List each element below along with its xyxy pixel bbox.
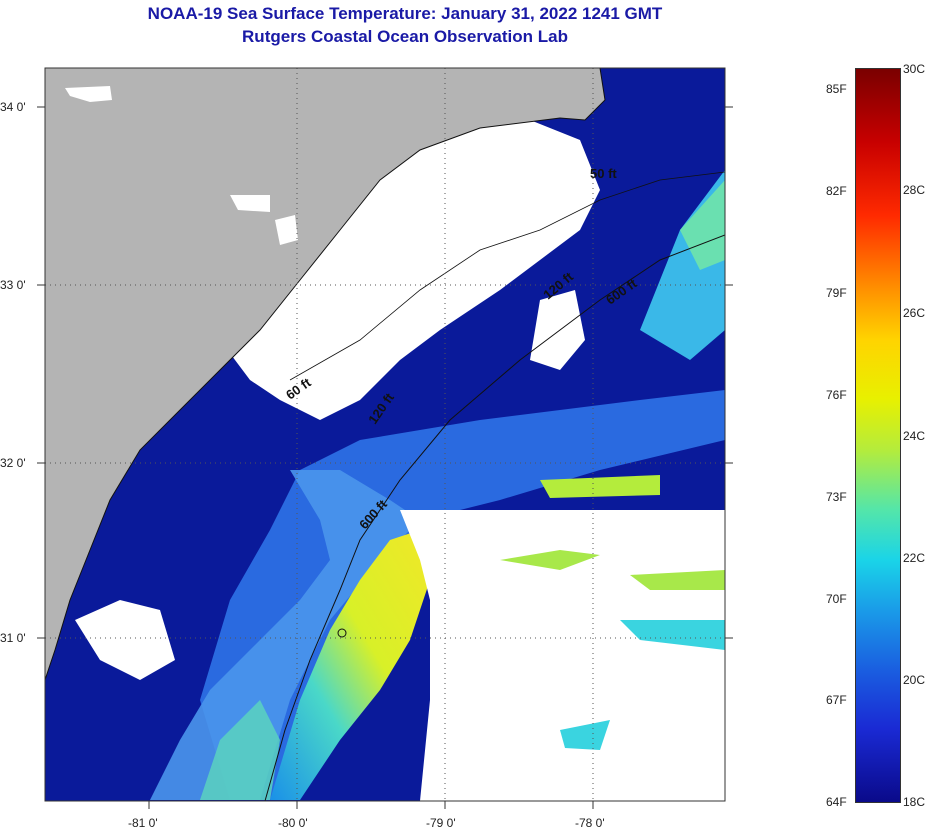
coastline xyxy=(45,68,606,681)
temperature-colorbar xyxy=(855,68,901,803)
lon-label: -79 0' xyxy=(426,816,456,830)
colorbar-f-label: 70F xyxy=(826,592,847,606)
lon-label: -78 0' xyxy=(575,816,605,830)
lon-label: -81 0' xyxy=(128,816,158,830)
cloud-mask-coast xyxy=(75,600,175,680)
colorbar-f-label: 82F xyxy=(826,184,847,198)
map-frame xyxy=(44,67,726,802)
map-title: NOAA-19 Sea Surface Temperature: January… xyxy=(147,4,663,23)
colorbar-f-label: 67F xyxy=(826,693,847,707)
inland-lake xyxy=(230,195,270,212)
lon-label: -80 0' xyxy=(278,816,308,830)
colorbar-c-label: 28C xyxy=(903,183,926,197)
lat-label: 32 0' xyxy=(0,456,26,470)
station-marker xyxy=(337,628,347,638)
land-area xyxy=(45,68,605,680)
lat-label: 31 0' xyxy=(0,631,26,645)
colorbar-f-label: 76F xyxy=(826,388,847,402)
warm-patch xyxy=(540,475,660,498)
isobath-120ft xyxy=(289,171,725,381)
colorbar-c-label: 20C xyxy=(903,673,926,687)
colorbar-c-label: 30C xyxy=(903,62,926,76)
graticule xyxy=(45,68,725,801)
colorbar-f-label: 85F xyxy=(826,82,847,96)
colorbar-c-label: 24C xyxy=(903,429,926,443)
cloud-patch xyxy=(530,290,585,370)
inland-lake xyxy=(275,215,298,245)
colorbar-c-label: 18C xyxy=(903,795,926,809)
warm-patch xyxy=(620,620,725,650)
lat-label: 33 0' xyxy=(0,278,26,292)
axis-ticks xyxy=(37,106,733,809)
gulf-stream-warm-region xyxy=(270,530,430,800)
shelf-water xyxy=(150,470,420,800)
colorbar-f-label: 73F xyxy=(826,490,847,504)
inland-lake xyxy=(65,86,112,102)
colorbar-f-label: 64F xyxy=(826,795,847,809)
colorbar-f-label: 79F xyxy=(826,286,847,300)
lat-label: 34 0' xyxy=(0,100,26,114)
warm-patch xyxy=(630,570,725,590)
isobath-600ft xyxy=(264,234,725,801)
map-subtitle: Rutgers Coastal Ocean Observation Lab xyxy=(242,27,568,46)
colorbar-c-label: 22C xyxy=(903,551,926,565)
shelf-warm-patch xyxy=(200,700,280,800)
warm-patch xyxy=(500,550,600,570)
colorbar-c-label: 26C xyxy=(903,306,926,320)
warm-patch xyxy=(560,720,610,750)
isobath-label: 50 ft xyxy=(590,166,617,181)
